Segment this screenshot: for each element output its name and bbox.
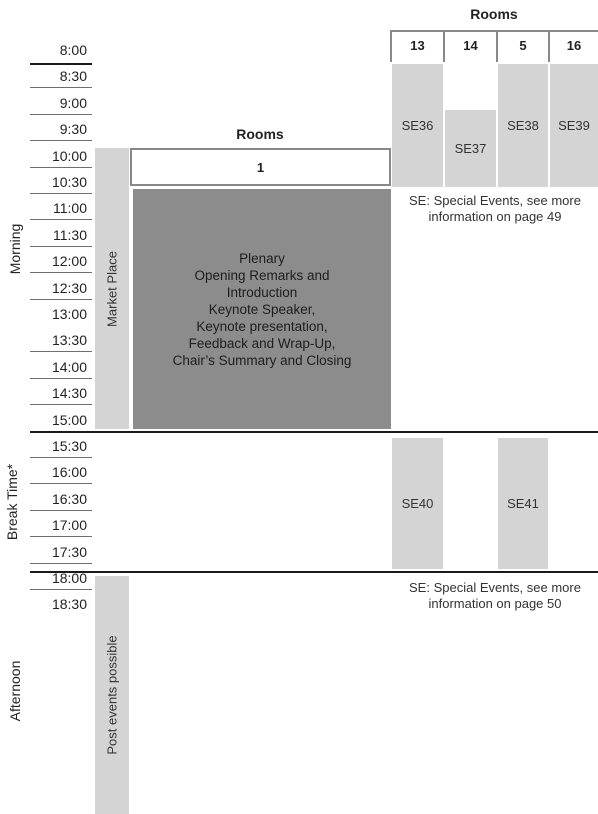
- time-separator: [30, 457, 92, 458]
- time-separator: [30, 509, 92, 511]
- time-label: 9:30: [59, 121, 87, 138]
- special-event-se40: SE40: [392, 438, 443, 569]
- time-separator: [30, 562, 92, 564]
- time-separator: [30, 351, 92, 353]
- time-label: 13:30: [51, 332, 87, 349]
- plenary-line: Feedback and Wrap-Up,: [188, 335, 336, 351]
- time-separator: [30, 140, 92, 142]
- top-rule: [30, 63, 92, 65]
- time-label: 17:30: [51, 543, 87, 560]
- room-16: 16: [566, 38, 582, 53]
- time-label: 16:00: [51, 464, 87, 481]
- time-label: 9:00: [59, 94, 87, 111]
- time-separator: [30, 166, 92, 168]
- post-events-block: Post events possible: [95, 576, 129, 814]
- time-separator: [30, 193, 92, 194]
- special-event-se37: SE37: [445, 110, 496, 187]
- plenary-line: Introduction: [226, 284, 298, 300]
- time-label: 8:30: [59, 68, 87, 85]
- break-afternoon-rule: [30, 571, 598, 573]
- room-5: 5: [519, 38, 527, 53]
- special-event-se38: SE38: [498, 64, 548, 187]
- rooms-top-border-left: [390, 30, 392, 62]
- plenary-line: Keynote presentation,: [196, 318, 328, 334]
- time-separator: [30, 219, 92, 221]
- post-events-label: Post events possible: [104, 635, 120, 755]
- plenary-block: Plenary Opening Remarks and Introduction…: [133, 189, 391, 429]
- rooms-top-border-1: [443, 30, 445, 62]
- room-14: 14: [463, 38, 478, 53]
- time-label: 15:00: [51, 411, 87, 428]
- time-separator: [30, 589, 92, 590]
- morning-break-rule: [30, 431, 598, 433]
- period-break: Break Time*: [4, 463, 20, 541]
- rooms-header-mid: Rooms: [236, 126, 284, 142]
- plenary-line: Plenary: [239, 250, 285, 266]
- special-event-se41: SE41: [498, 438, 548, 569]
- time-label: 16:30: [51, 490, 87, 507]
- market-place-block: Market Place: [95, 148, 129, 429]
- plenary-line: Keynote Speaker,: [208, 301, 316, 317]
- time-label: 10:30: [51, 174, 87, 190]
- time-separator: [30, 298, 92, 300]
- note-afternoon-line1: SE: Special Events, see more: [409, 580, 581, 595]
- plenary-line: Chair’s Summary and Closing: [172, 352, 352, 368]
- time-label: 18:00: [51, 570, 87, 586]
- rooms-header-top: Rooms: [470, 6, 518, 22]
- time-label: 17:00: [51, 517, 87, 534]
- time-label: 12:30: [51, 279, 87, 296]
- time-label: 14:00: [51, 358, 87, 375]
- note-morning-line1: SE: Special Events, see more: [409, 193, 581, 208]
- note-morning-line2: information on page 49: [428, 209, 562, 224]
- period-afternoon: Afternoon: [7, 660, 23, 722]
- note-afternoon: SE: Special Events, see more information…: [392, 580, 598, 612]
- time-label: 10:00: [51, 147, 87, 164]
- special-event-se36: SE36: [392, 64, 443, 187]
- time-label: 11:00: [53, 200, 87, 217]
- note-afternoon-line2: information on page 50: [428, 596, 562, 611]
- plenary-line: Opening Remarks and: [194, 267, 330, 283]
- rooms-top-rule: [390, 30, 598, 32]
- period-morning: Morning: [7, 223, 23, 275]
- time-separator: [30, 483, 92, 485]
- special-event-se39: SE39: [550, 64, 598, 187]
- time-label: 15:30: [51, 438, 87, 454]
- time-label: 14:30: [51, 385, 87, 402]
- time-separator: [30, 404, 92, 406]
- time-separator: [30, 536, 92, 538]
- time-separator: [30, 272, 92, 274]
- market-place-label: Market Place: [104, 250, 120, 327]
- rooms-top-border-2: [496, 30, 498, 62]
- room-13: 13: [410, 38, 425, 53]
- time-label: 13:00: [51, 306, 87, 322]
- time-separator: [30, 377, 92, 379]
- note-morning: SE: Special Events, see more information…: [392, 193, 598, 225]
- rooms-top-border-3: [548, 30, 550, 62]
- time-separator: [30, 245, 92, 247]
- time-separator: [30, 87, 92, 89]
- time-label: 8:00: [59, 42, 87, 58]
- time-separator: [30, 113, 92, 115]
- time-label: 12:00: [51, 253, 87, 270]
- room-1: 1: [130, 148, 391, 186]
- time-label: 11:30: [53, 226, 87, 243]
- time-label: 18:30: [51, 596, 87, 613]
